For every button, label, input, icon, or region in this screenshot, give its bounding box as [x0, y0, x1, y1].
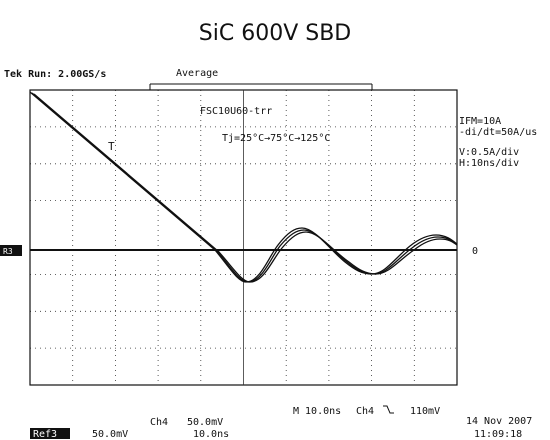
setting: V:0.5A/div: [459, 147, 519, 158]
record-bracket: [150, 84, 372, 90]
scope-screenshot: SiC 600V SBD Tek Run: 2.00GS/s Average T…: [0, 0, 550, 440]
trigger-marker: T: [108, 140, 115, 153]
trigger-channel: Ch4: [356, 406, 374, 417]
trigger-level: 110mV: [410, 406, 440, 417]
run-status: Tek Run: 2.00GS/s: [4, 69, 106, 80]
channel: Ch4: [150, 417, 168, 428]
channel-scale: 50.0mV: [187, 417, 223, 428]
setting: H:10ns/div: [459, 158, 519, 169]
ref: Ref3: [33, 429, 57, 440]
main-timebase: M 10.0ns: [293, 406, 341, 417]
device-label: FSC10U60-trr: [200, 106, 272, 117]
date: 14 Nov 2007: [466, 416, 532, 427]
ref-scale: 50.0mV: [92, 429, 128, 440]
clock: 11:09:18: [474, 429, 522, 440]
slope-icon: [383, 406, 394, 413]
time-scale: 10.0ns: [193, 429, 229, 440]
temperature-label: Tj=25°C→75°C→125°C: [222, 133, 330, 144]
setting: -di/dt=50A/us: [459, 127, 537, 138]
zero-label: 0: [472, 246, 478, 257]
page-title: SiC 600V SBD: [199, 21, 351, 46]
setting: IFM=10A: [459, 116, 501, 127]
acq-mode: Average: [176, 68, 218, 79]
ref-marker: R3: [3, 247, 13, 256]
